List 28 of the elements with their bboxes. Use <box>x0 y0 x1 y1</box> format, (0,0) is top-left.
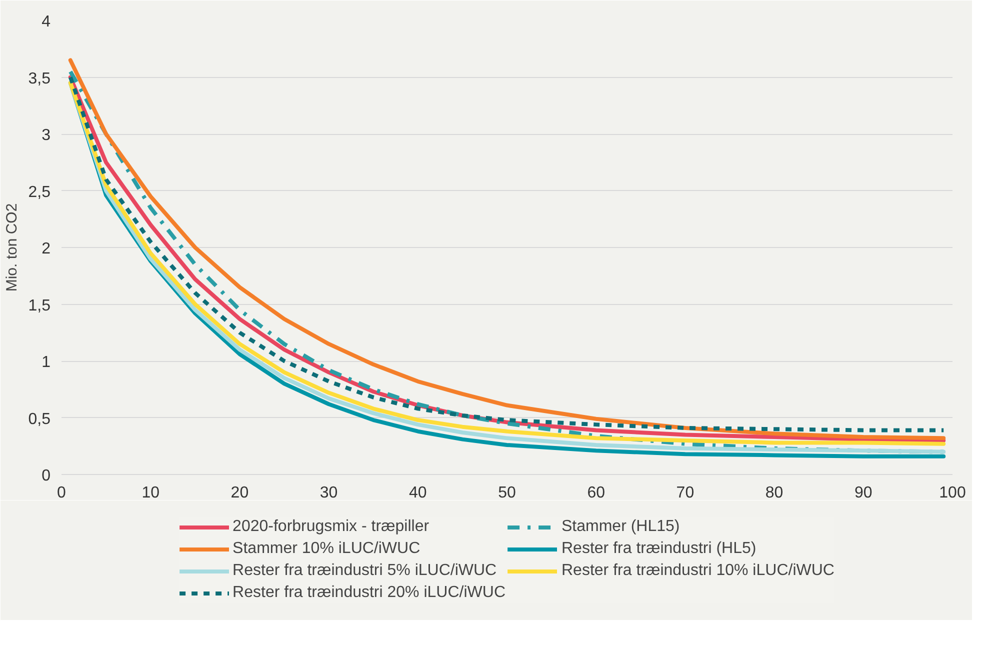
legend-label: 2020-forbrugsmix - træpiller <box>232 517 430 537</box>
y-tick-label: 1 <box>42 354 51 371</box>
y-tick-label: 2,5 <box>28 184 51 201</box>
y-tick-label: 0 <box>42 468 51 484</box>
x-tick-label: 70 <box>676 484 694 502</box>
legend-label: Rester fra træindustri 10% iLUC/iWUC <box>562 561 834 581</box>
y-tick-label: 3,5 <box>28 70 51 88</box>
legend-label: Rester fra træindustri 5% iLUC/iWUC <box>232 561 497 581</box>
x-tick-label: 0 <box>57 484 66 502</box>
x-tick-label: 50 <box>498 484 516 502</box>
legend-label: Rester fra træindustri (HL5) <box>562 539 756 559</box>
x-tick-label: 100 <box>939 484 966 502</box>
x-tick-label: 90 <box>854 484 872 502</box>
x-tick-label: 30 <box>320 484 338 502</box>
y-tick-label: 2 <box>42 240 51 258</box>
x-tick-label: 10 <box>142 484 160 502</box>
y-tick-label: 1,5 <box>28 297 51 314</box>
x-tick-label: 60 <box>587 484 606 502</box>
x-tick-label: 40 <box>409 484 427 502</box>
x-tick-label: 20 <box>230 484 249 502</box>
y-tick-label: 0,5 <box>28 410 51 428</box>
y-tick-label: 4 <box>42 14 51 30</box>
legend-label: Stammer 10% iLUC/iWUC <box>232 539 420 559</box>
legend-label: Stammer (HL15) <box>562 517 680 537</box>
y-axis-title: Mio. ton CO2 <box>3 203 20 292</box>
x-tick-label: 80 <box>765 484 784 502</box>
y-tick-label: 3 <box>42 127 51 144</box>
legend-label: Rester fra træindustri 20% iLUC/iWUC <box>232 583 506 603</box>
